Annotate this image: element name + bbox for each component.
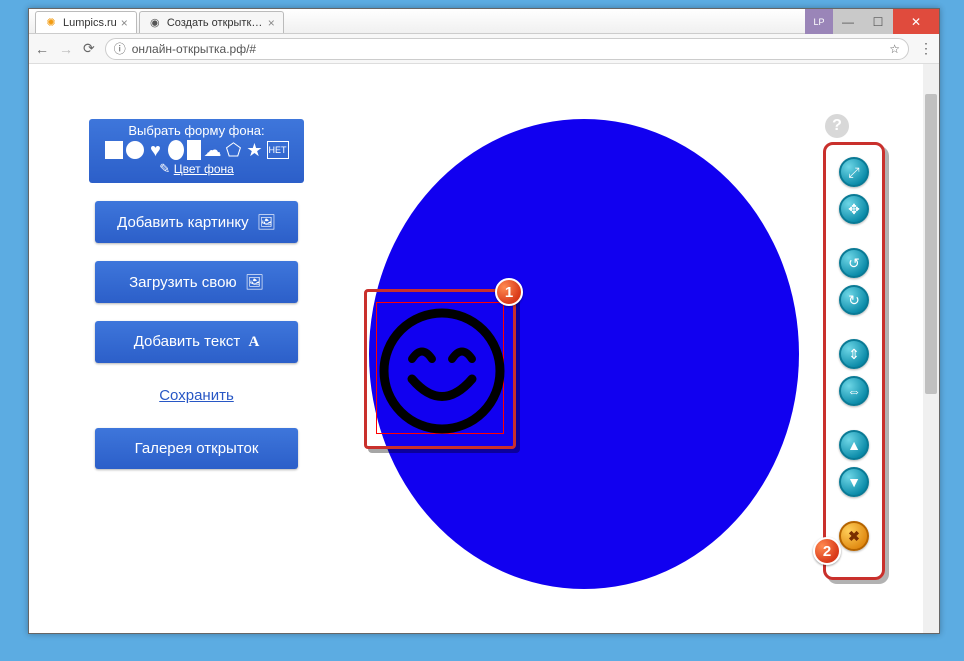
shape-panel-title: Выбрать форму фона: xyxy=(95,123,298,138)
sidebar: Выбрать форму фона: ♥ ☁ ⬠ ★ НЕТ ✎ xyxy=(89,119,304,469)
scrollbar-thumb[interactable] xyxy=(925,94,937,394)
shape-rect[interactable] xyxy=(187,140,201,160)
tab-lumpics[interactable]: ✺ Lumpics.ru × xyxy=(35,11,137,33)
layer-up-button[interactable]: ▲ xyxy=(839,430,869,460)
gallery-button[interactable]: Галерея открыток xyxy=(95,428,298,469)
tab-title: Lumpics.ru xyxy=(63,17,117,29)
tab-postcard[interactable]: ◉ Создать открытку онлай × xyxy=(139,11,284,33)
save-link[interactable]: Сохранить xyxy=(89,381,304,410)
callout-badge-2: 2 xyxy=(813,537,841,565)
add-image-label: Добавить картинку xyxy=(117,214,248,231)
address-bar: ← → ⟳ ⓘ онлайн-открытка.рф/# ☆ ⋮ xyxy=(29,34,939,64)
add-text-label: Добавить текст xyxy=(134,333,241,350)
layer-down-button[interactable]: ▼ xyxy=(839,467,869,497)
tab-close-icon[interactable]: × xyxy=(268,16,275,30)
shape-circle[interactable] xyxy=(126,141,144,159)
scrollbar[interactable] xyxy=(923,64,939,633)
shape-row: ♥ ☁ ⬠ ★ НЕТ xyxy=(95,140,298,160)
forward-icon[interactable]: → xyxy=(59,41,73,57)
shape-star[interactable]: ★ xyxy=(246,141,264,159)
shape-pentagon[interactable]: ⬠ xyxy=(225,141,243,159)
shape-square[interactable] xyxy=(105,141,123,159)
favicon-postcard: ◉ xyxy=(148,16,162,30)
profile-button[interactable]: LP xyxy=(805,9,833,34)
image-icon: 🖼 xyxy=(245,274,264,291)
tab-title: Создать открытку онлай xyxy=(167,17,264,29)
help-icon[interactable]: ? xyxy=(825,114,849,138)
url-text: онлайн-открытка.рф/# xyxy=(132,42,256,56)
shape-heart[interactable]: ♥ xyxy=(147,141,165,159)
upload-button[interactable]: Загрузить свою 🖼 xyxy=(95,261,298,303)
upload-label: Загрузить свою xyxy=(129,274,237,291)
eyedropper-icon: ✎ xyxy=(159,161,170,176)
window-controls: LP — ☐ ✕ xyxy=(805,9,939,33)
zoom-out-button[interactable]: ✥ xyxy=(839,194,869,224)
add-text-button[interactable]: Добавить текст A xyxy=(95,321,298,363)
minimize-button[interactable]: — xyxy=(833,9,863,34)
site-info-icon[interactable]: ⓘ xyxy=(114,40,126,57)
tool-panel: ⤢ ✥ ↺ ↻ ⇕ ⇔ ▲ ▼ ✖ xyxy=(823,142,885,580)
page-content: ? Выбрать форму фона: ♥ ☁ ⬠ ★ НЕТ xyxy=(29,64,939,633)
canvas-area: ? Выбрать форму фона: ♥ ☁ ⬠ ★ НЕТ xyxy=(29,64,939,633)
tab-close-icon[interactable]: × xyxy=(121,16,128,30)
rotate-cw-button[interactable]: ↻ xyxy=(839,285,869,315)
shape-none[interactable]: НЕТ xyxy=(267,141,289,159)
selected-object[interactable] xyxy=(364,289,516,449)
delete-button[interactable]: ✖ xyxy=(839,521,869,551)
image-icon: 🖼 xyxy=(257,214,276,231)
maximize-button[interactable]: ☐ xyxy=(863,9,893,34)
flip-horizontal-button[interactable]: ⇔ xyxy=(839,376,869,406)
add-image-button[interactable]: Добавить картинку 🖼 xyxy=(95,201,298,243)
bookmark-star-icon[interactable]: ☆ xyxy=(889,42,900,56)
gallery-label: Галерея открыток xyxy=(135,440,259,457)
bg-color-row[interactable]: ✎ Цвет фона xyxy=(95,160,298,177)
zoom-in-button[interactable]: ⤢ xyxy=(839,157,869,187)
titlebar: ✺ Lumpics.ru × ◉ Создать открытку онлай … xyxy=(29,9,939,34)
shape-ellipse[interactable] xyxy=(168,140,184,160)
url-field[interactable]: ⓘ онлайн-открытка.рф/# ☆ xyxy=(105,38,909,60)
shape-cloud[interactable]: ☁ xyxy=(204,141,222,159)
flip-vertical-button[interactable]: ⇕ xyxy=(839,339,869,369)
bg-color-link[interactable]: Цвет фона xyxy=(174,162,234,176)
back-icon[interactable]: ← xyxy=(35,41,49,57)
shape-panel: Выбрать форму фона: ♥ ☁ ⬠ ★ НЕТ ✎ xyxy=(89,119,304,183)
browser-window: ✺ Lumpics.ru × ◉ Создать открытку онлай … xyxy=(28,8,940,634)
close-window-button[interactable]: ✕ xyxy=(893,9,939,34)
reload-icon[interactable]: ⟳ xyxy=(83,40,95,57)
callout-badge-1: 1 xyxy=(495,278,523,306)
text-icon: A xyxy=(248,334,259,350)
favicon-lumpics: ✺ xyxy=(44,16,58,30)
rotate-ccw-button[interactable]: ↺ xyxy=(839,248,869,278)
tabs-area: ✺ Lumpics.ru × ◉ Создать открытку онлай … xyxy=(29,9,805,33)
smiley-icon xyxy=(377,304,507,439)
menu-icon[interactable]: ⋮ xyxy=(919,40,933,57)
